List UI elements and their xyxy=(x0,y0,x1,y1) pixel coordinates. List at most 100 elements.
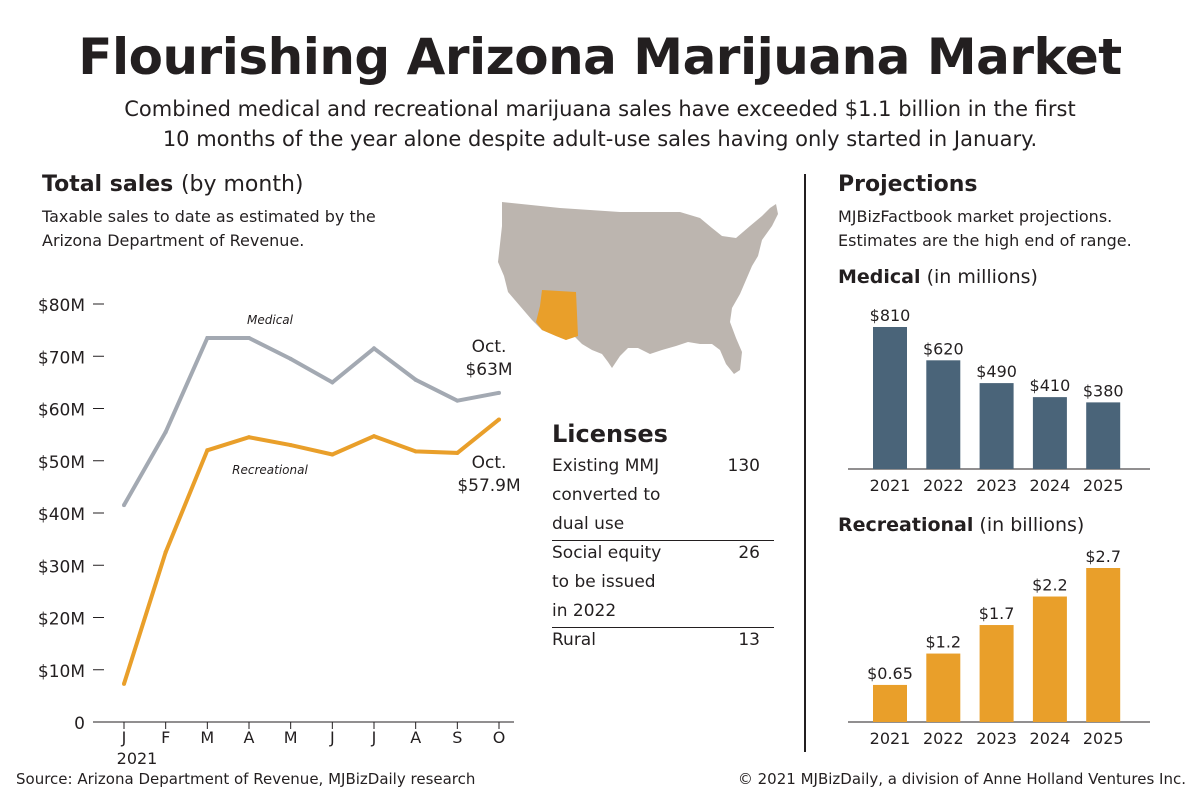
projections-heading: Projections xyxy=(838,172,978,197)
medical-projection-bar xyxy=(926,360,961,469)
recreational-end-label-value: $57.9M xyxy=(457,476,520,496)
medical-series-point xyxy=(205,335,210,340)
recreational-projection-bar xyxy=(873,684,907,722)
licenses-row: Existing MMJ converted to dual use 130 xyxy=(552,452,774,539)
projections-note-line-2: Estimates are the high end of range. xyxy=(838,231,1132,250)
subtitle-line-1: Combined medical and recreational mariju… xyxy=(124,97,1076,121)
licenses-row-value: 26 xyxy=(738,543,760,563)
recreational-projection-bar xyxy=(926,653,961,722)
medical-projection-year-label: 2024 xyxy=(1030,476,1071,495)
medical-series-line xyxy=(122,335,500,507)
x-tick-label: F xyxy=(161,728,170,747)
recreational-projection-year-label: 2025 xyxy=(1083,729,1124,748)
recreational-projection-heading-light: (in billions) xyxy=(979,514,1085,536)
projections-note: MJBizFactbook market projections. Estima… xyxy=(838,205,1132,253)
medical-projection-year-label: 2023 xyxy=(976,476,1017,495)
medical-series-point xyxy=(163,430,168,435)
recreational-series-point xyxy=(163,550,168,555)
recreational-series-point xyxy=(288,443,293,448)
recreational-series-point xyxy=(330,452,335,457)
recreational-projection-bar xyxy=(1032,596,1067,722)
recreational-projection-year-label: 2023 xyxy=(976,729,1017,748)
licenses-row-value: 130 xyxy=(727,456,760,476)
recreational-projection-value-label: $1.7 xyxy=(979,604,1015,623)
page-subtitle: Combined medical and recreational mariju… xyxy=(60,94,1140,154)
medical-projection-year-label: 2022 xyxy=(923,476,964,495)
subtitle-line-2: 10 months of the year alone despite adul… xyxy=(162,127,1038,151)
y-tick-label: $80M xyxy=(38,296,85,316)
x-tick-label: J xyxy=(329,728,335,747)
medical-projection-value-label: $380 xyxy=(1083,381,1124,400)
medical-projection-heading: Medical (in millions) xyxy=(838,266,1038,288)
recreational-projection-value-label: $1.2 xyxy=(925,633,961,652)
licenses-row-label: Rural xyxy=(552,626,702,655)
medical-series-point xyxy=(330,380,335,385)
recreational-series-label: Recreational xyxy=(232,463,308,477)
recreational-projection-value-label: $2.2 xyxy=(1032,576,1068,595)
licenses-row-label-line: Rural xyxy=(552,630,596,650)
medical-series-label: Medical xyxy=(247,313,294,327)
medical-end-label-month: Oct. xyxy=(472,337,507,357)
recreational-projection-value-label: $2.7 xyxy=(1085,547,1121,566)
x-tick-label: M xyxy=(284,728,298,747)
x-tick-label: J xyxy=(371,728,377,747)
y-tick-label: $10M xyxy=(38,662,85,682)
medical-projection-value-label: $490 xyxy=(976,362,1017,381)
medical-projection-value-label: $410 xyxy=(1030,376,1071,395)
recreational-projection-value-label: $0.65 xyxy=(867,664,913,683)
recreational-projection-year-label: 2022 xyxy=(923,729,964,748)
medical-projection-bar xyxy=(873,327,907,469)
recreational-series-point xyxy=(205,448,210,453)
us-map-icon xyxy=(498,202,778,374)
licenses-title: Licenses xyxy=(552,420,668,448)
licenses-row-value: 13 xyxy=(738,630,760,650)
x-tick-label: S xyxy=(452,728,462,747)
medical-projection-value-label: $810 xyxy=(870,306,911,325)
total-sales-note-line-1: Taxable sales to date as estimated by th… xyxy=(42,207,376,226)
medical-series-point xyxy=(372,346,376,351)
section-divider xyxy=(804,174,806,752)
recreational-projection-year-label: 2024 xyxy=(1030,729,1071,748)
total-sales-heading-bold: Total sales xyxy=(42,172,174,197)
medical-projection-value-label: $620 xyxy=(923,339,964,358)
medical-series-point xyxy=(497,390,501,395)
total-sales-note: Taxable sales to date as estimated by th… xyxy=(42,205,376,253)
recreational-projection-chart: $0.65 2021 $1.2 2022 $1.7 2023 $2.2 2024 $2.7 202… xyxy=(848,547,1150,748)
medical-projection-chart: $810 2021 $620 2022 $490 2023 $410 2024 $380 2025 xyxy=(848,306,1150,495)
y-tick-label: $70M xyxy=(38,348,85,368)
us-map-shape xyxy=(498,202,778,374)
licenses-row: Social equity to be issued in 2022 26 xyxy=(552,539,774,626)
licenses-row-label: Existing MMJ converted to dual use xyxy=(552,452,702,539)
recreational-series-point xyxy=(455,450,460,455)
medical-series-point xyxy=(413,377,418,382)
y-tick-label: $40M xyxy=(38,505,85,525)
recreational-series-point xyxy=(372,434,376,439)
recreational-series-line xyxy=(122,417,501,685)
recreational-projection-heading: Recreational (in billions) xyxy=(838,514,1084,536)
licenses-row-label-line: dual use xyxy=(552,514,625,534)
medical-projection-bar xyxy=(1032,397,1067,469)
medical-series-point xyxy=(247,335,251,340)
medical-series-point xyxy=(288,356,293,361)
total-sales-heading-light: (by month) xyxy=(180,172,304,197)
line-chart-series xyxy=(122,335,501,686)
total-sales-heading: Total sales (by month) xyxy=(42,172,303,197)
recreational-end-label-month: Oct. xyxy=(472,453,507,473)
medical-series-point xyxy=(122,503,126,508)
licenses-row-divider xyxy=(552,540,774,541)
licenses-row-label-line: Existing MMJ xyxy=(552,456,660,476)
licenses-row-label-line: Social equity xyxy=(552,543,662,563)
y-tick-label: $60M xyxy=(38,401,85,421)
y-tick-label: $30M xyxy=(38,557,85,577)
medical-projection-year-label: 2025 xyxy=(1083,476,1124,495)
x-tick-label: A xyxy=(410,728,421,747)
line-chart-axes: 0 $10M $20M $30M $40M $50M $60M $70M $80M J F M A M J J… xyxy=(38,296,514,747)
y-tick-label: $20M xyxy=(38,610,85,630)
medical-projection-bar xyxy=(979,383,1014,469)
y-tick-label: $50M xyxy=(38,453,85,473)
recreational-series-point xyxy=(497,417,501,422)
projections-note-line-1: MJBizFactbook market projections. xyxy=(838,207,1113,226)
page-title: Flourishing Arizona Marijuana Market xyxy=(78,28,1122,86)
licenses-row: Rural 13 xyxy=(552,626,774,655)
x-tick-label: O xyxy=(493,728,506,747)
